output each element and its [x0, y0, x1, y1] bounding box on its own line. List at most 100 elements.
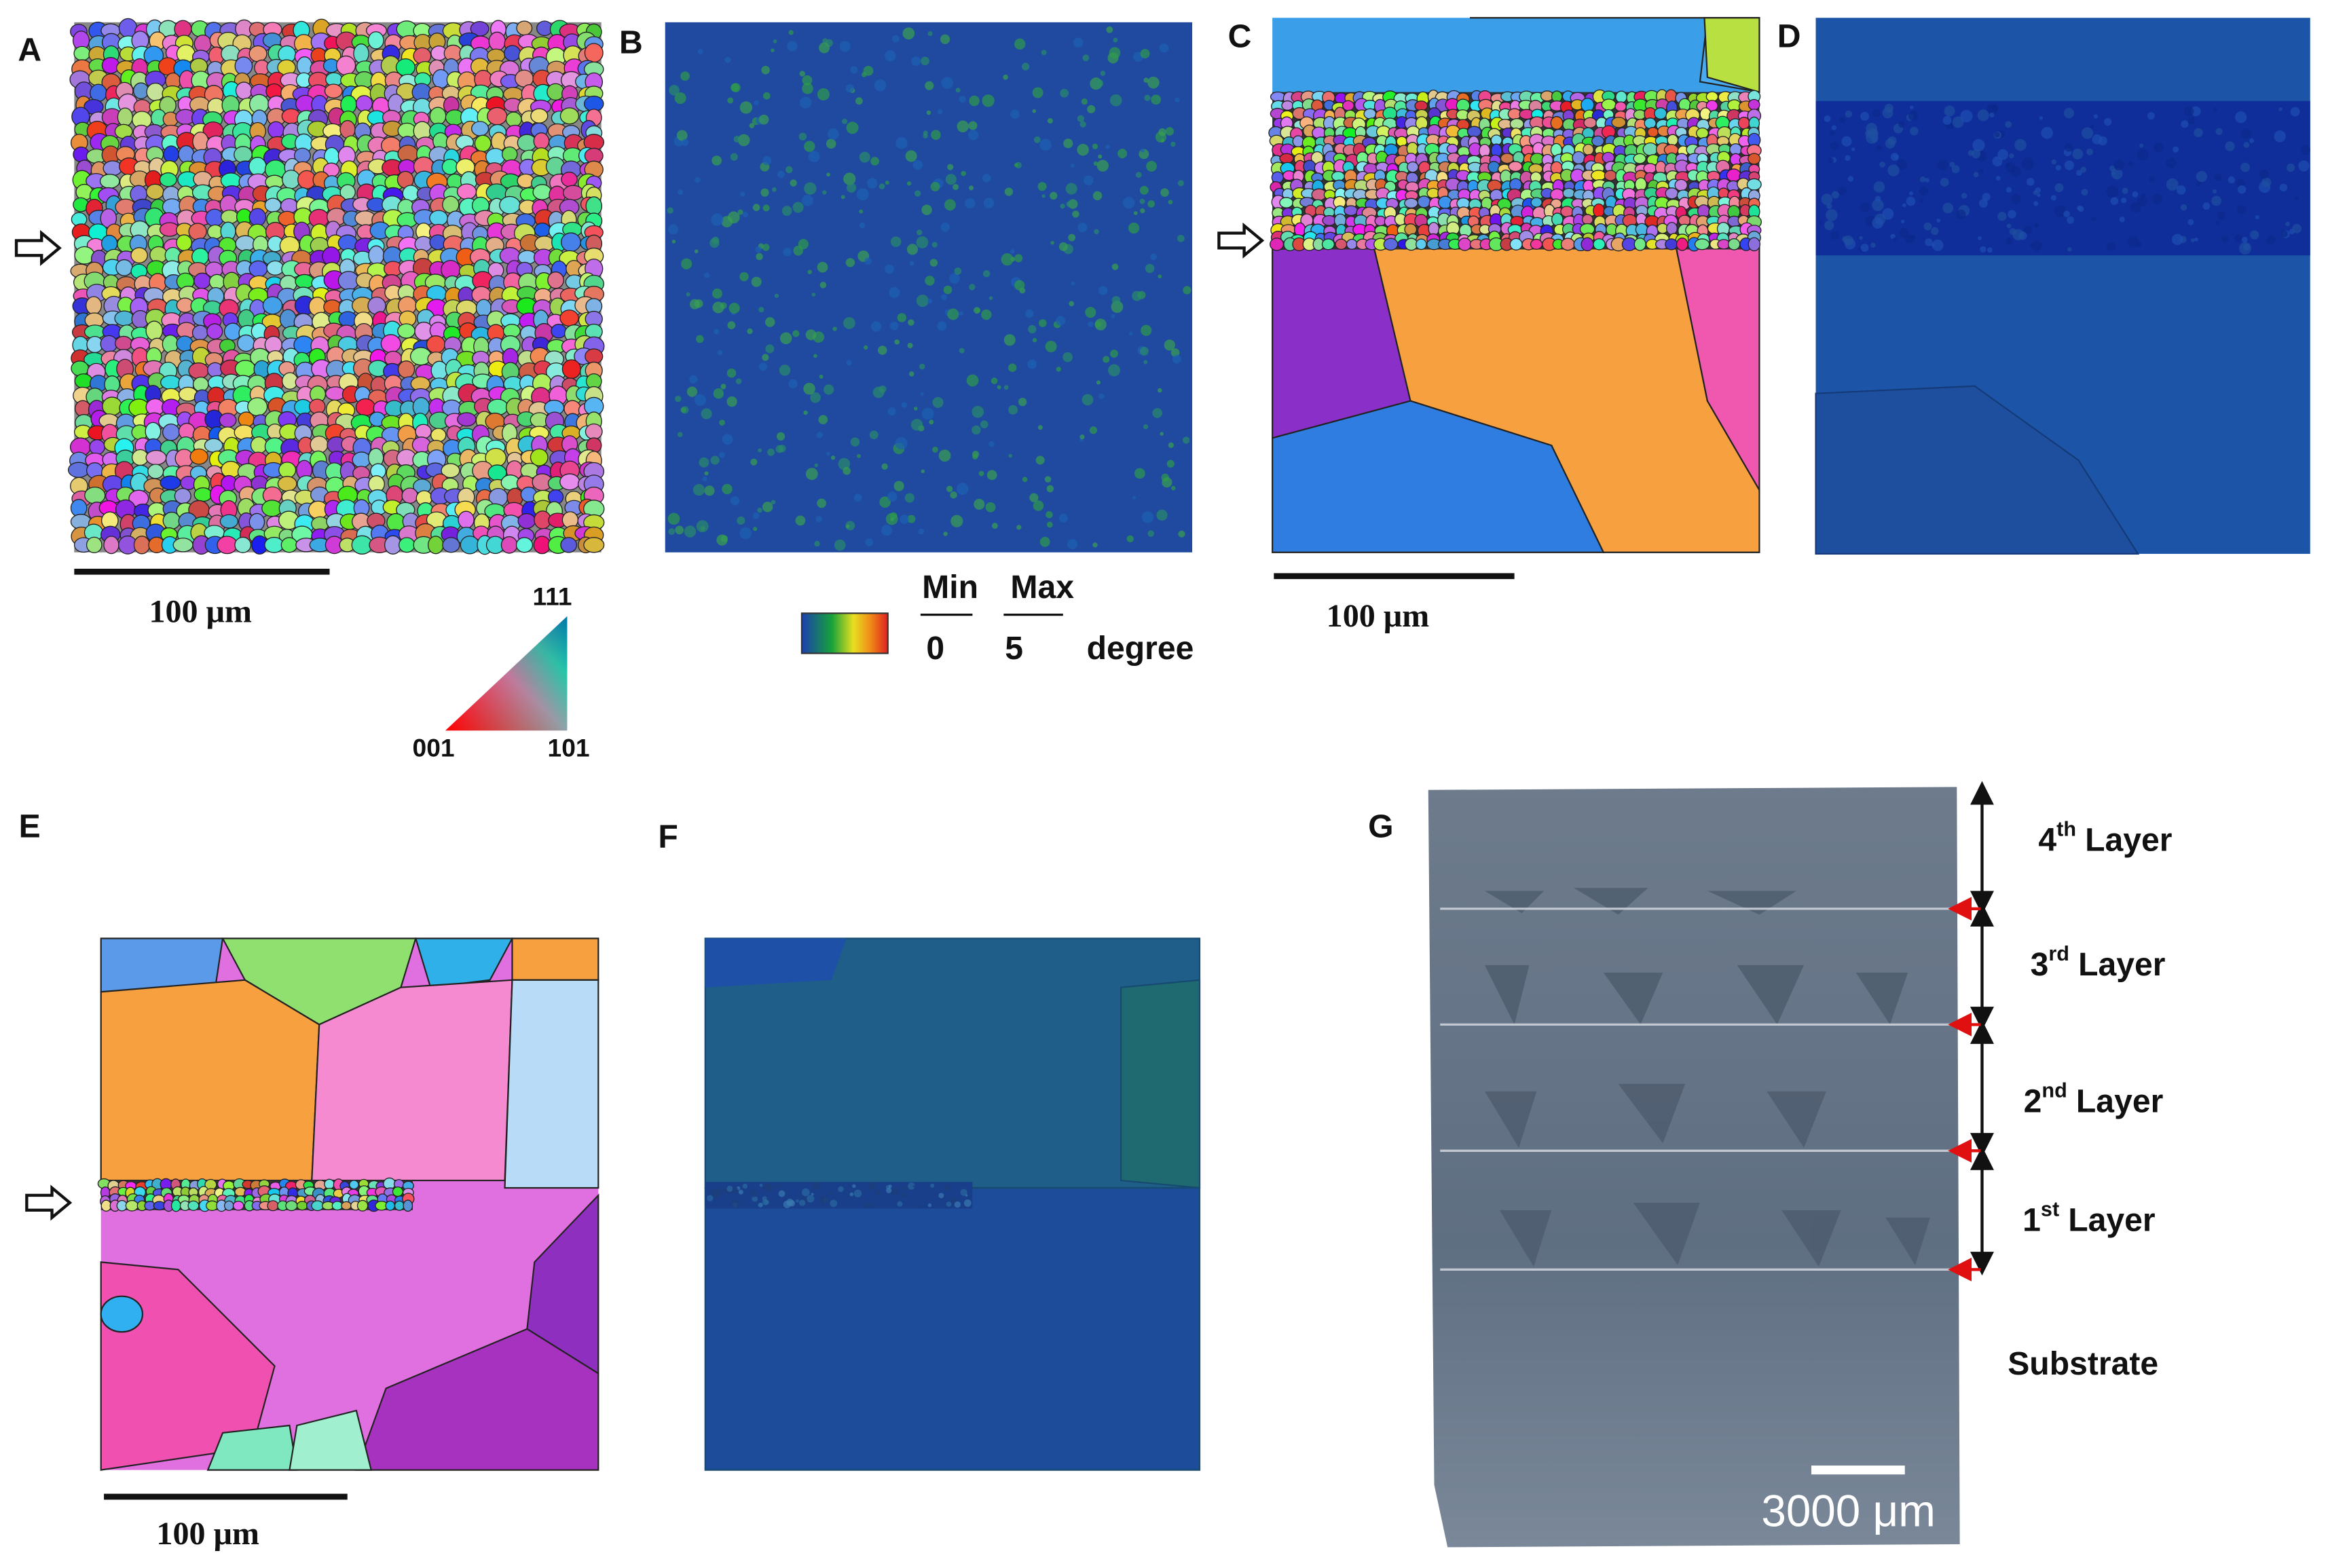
grain — [1560, 206, 1574, 218]
grain — [430, 428, 447, 443]
grain — [1551, 212, 1564, 227]
speckle — [969, 95, 980, 107]
speckle — [1063, 352, 1073, 362]
speckle — [853, 1189, 862, 1197]
speckle — [2235, 111, 2247, 124]
speckle — [773, 39, 777, 43]
speckle — [1897, 159, 1908, 170]
speckle — [2234, 234, 2242, 242]
grain — [585, 423, 603, 440]
speckle — [1951, 165, 1960, 174]
speckle — [961, 170, 966, 176]
speckle — [1159, 43, 1169, 53]
grain — [1633, 238, 1646, 251]
grain — [232, 1200, 244, 1211]
grain — [162, 198, 182, 215]
speckle — [890, 517, 894, 522]
speckle — [800, 96, 812, 109]
grain — [429, 210, 448, 227]
grain — [1644, 117, 1657, 129]
speckle — [843, 466, 851, 475]
grain — [311, 1200, 325, 1212]
speckle — [912, 160, 923, 170]
speckle — [2050, 195, 2056, 201]
speckle — [1077, 222, 1088, 233]
grain — [1342, 100, 1354, 111]
speckle — [843, 317, 855, 329]
speckle — [1158, 388, 1162, 393]
speckle — [1942, 202, 1954, 214]
speckle — [1139, 185, 1149, 195]
speckle — [1132, 291, 1143, 301]
speckle — [879, 496, 891, 508]
grain — [1466, 126, 1482, 138]
speckle — [846, 524, 850, 529]
grain — [349, 1180, 359, 1190]
speckle — [968, 121, 978, 130]
speckle — [713, 388, 724, 399]
speckle — [2228, 176, 2236, 184]
speckle — [950, 491, 957, 499]
grain — [1581, 214, 1593, 225]
speckle — [2063, 107, 2075, 119]
speckle — [2064, 143, 2073, 152]
speckle — [830, 455, 836, 460]
speckle — [2005, 121, 2012, 128]
speckle — [1831, 125, 1837, 130]
speckle — [2194, 128, 2203, 138]
speckle — [938, 449, 951, 462]
speckle — [1037, 182, 1047, 191]
speckle — [2128, 161, 2134, 167]
grain — [399, 537, 415, 553]
speckle — [1113, 37, 1118, 43]
speckle — [850, 66, 858, 74]
speckle — [2030, 244, 2034, 248]
speckle — [818, 415, 828, 425]
speckle — [2130, 202, 2141, 213]
speckle — [1008, 405, 1018, 415]
speckle — [2225, 141, 2235, 151]
scale-bar-label: 3000 μm — [1761, 1487, 1936, 1536]
speckle — [857, 453, 861, 458]
grain — [296, 56, 313, 75]
speckle — [846, 183, 857, 193]
speckle — [1140, 208, 1145, 214]
grain — [1615, 90, 1627, 104]
speckle — [1175, 97, 1180, 102]
speckle — [874, 79, 887, 92]
speckle — [1003, 334, 1016, 346]
speckle — [1021, 62, 1030, 71]
speckle — [758, 1203, 762, 1207]
grain — [1667, 134, 1679, 147]
speckle — [814, 540, 820, 547]
grain — [561, 171, 578, 187]
grain — [1643, 163, 1657, 174]
speckle — [927, 298, 933, 304]
grain — [1665, 187, 1679, 200]
speckle — [937, 321, 947, 331]
speckle — [2072, 149, 2084, 160]
speckle — [1103, 356, 1110, 363]
grain — [1509, 118, 1524, 130]
speckle — [1982, 193, 1991, 202]
speckle — [1847, 176, 1854, 182]
speckle — [918, 528, 925, 535]
speckle — [972, 405, 984, 418]
speckle — [1829, 130, 1836, 136]
grain — [488, 31, 506, 52]
speckle — [982, 269, 991, 278]
speckle — [667, 512, 680, 525]
speckle — [1141, 148, 1145, 153]
speckle — [2076, 170, 2082, 176]
speckle — [2008, 210, 2016, 219]
speckle — [701, 408, 712, 419]
speckle — [2014, 138, 2027, 151]
speckle — [737, 134, 750, 147]
speckle — [711, 213, 724, 226]
speckle — [692, 484, 705, 496]
grain — [1270, 91, 1286, 102]
speckle — [731, 1187, 739, 1194]
speckle — [959, 311, 963, 316]
grain — [86, 296, 103, 315]
speckle — [1874, 195, 1881, 202]
